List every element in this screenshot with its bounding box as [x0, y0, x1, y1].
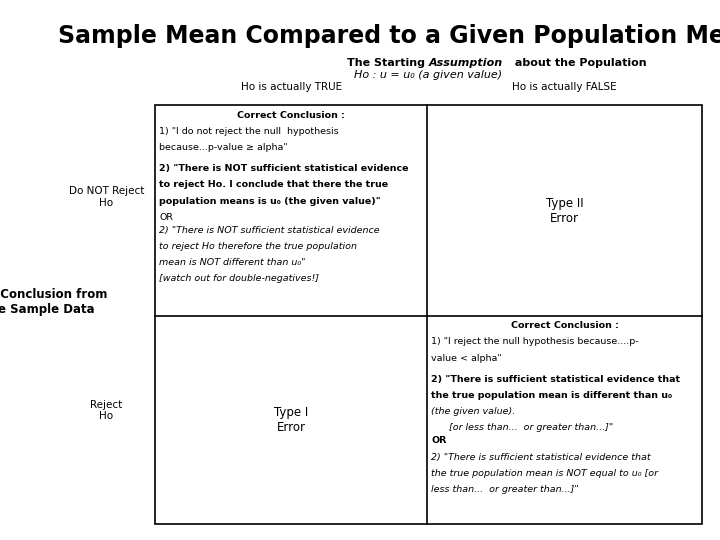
Text: 1) "I reject the null hypothesis because....p-: 1) "I reject the null hypothesis because… [431, 338, 639, 347]
Text: Type I
Error: Type I Error [274, 406, 308, 434]
Text: Correct Conclusion :: Correct Conclusion : [237, 111, 345, 120]
Text: because...p-value ≥ alpha": because...p-value ≥ alpha" [159, 143, 288, 152]
Text: Ho is actually FALSE: Ho is actually FALSE [512, 82, 617, 92]
Text: (the given value).: (the given value). [431, 407, 516, 416]
Text: 1) "I do not reject the null  hypothesis: 1) "I do not reject the null hypothesis [159, 127, 338, 136]
Text: to reject Ho. I conclude that there the true: to reject Ho. I conclude that there the … [159, 180, 388, 190]
Text: 2) "There is NOT sufficient statistical evidence: 2) "There is NOT sufficient statistical … [159, 226, 379, 235]
Text: Correct Conclusion :: Correct Conclusion : [510, 321, 618, 330]
Text: 2) "There is sufficient statistical evidence that: 2) "There is sufficient statistical evid… [431, 375, 680, 384]
Text: Our Conclusion from
the Sample Data: Our Conclusion from the Sample Data [0, 288, 107, 316]
Text: the true population mean is NOT equal to u₀ [or: the true population mean is NOT equal to… [431, 469, 658, 478]
Text: Type II
Error: Type II Error [546, 197, 583, 225]
Bar [155, 105, 702, 524]
Text: 2) "There is sufficient statistical evidence that: 2) "There is sufficient statistical evid… [431, 453, 651, 462]
Text: OR: OR [159, 213, 173, 222]
Text: to reject Ho therefore the true population: to reject Ho therefore the true populati… [159, 242, 357, 251]
Text: Ho is actually TRUE: Ho is actually TRUE [241, 82, 342, 92]
Text: population means is u₀ (the given value)": population means is u₀ (the given value)… [159, 197, 381, 206]
Text: the true population mean is different than u₀: the true population mean is different th… [431, 391, 672, 400]
Text: about the Population: about the Population [511, 58, 647, 68]
Text: mean is NOT different than u₀": mean is NOT different than u₀" [159, 258, 305, 267]
Text: 2) "There is NOT sufficient statistical evidence: 2) "There is NOT sufficient statistical … [159, 164, 409, 173]
Text: [watch out for double-negatives!]: [watch out for double-negatives!] [159, 274, 319, 284]
Text: OR: OR [431, 436, 446, 446]
Text: value < alpha": value < alpha" [431, 354, 502, 363]
Text: Assumption: Assumption [428, 58, 503, 68]
Text: less than...  or greater than...]": less than... or greater than...]" [431, 485, 579, 494]
Text: Reject
Ho: Reject Ho [91, 400, 122, 421]
Text: [or less than...  or greater than...]": [or less than... or greater than...]" [431, 423, 613, 433]
Text: Sample Mean Compared to a Given Population Mean: Sample Mean Compared to a Given Populati… [58, 24, 720, 48]
Text: Do NOT Reject
Ho: Do NOT Reject Ho [69, 186, 144, 208]
Text: Ho : u = u₀ (a given value): Ho : u = u₀ (a given value) [354, 70, 503, 80]
Text: The Starting: The Starting [346, 58, 428, 68]
